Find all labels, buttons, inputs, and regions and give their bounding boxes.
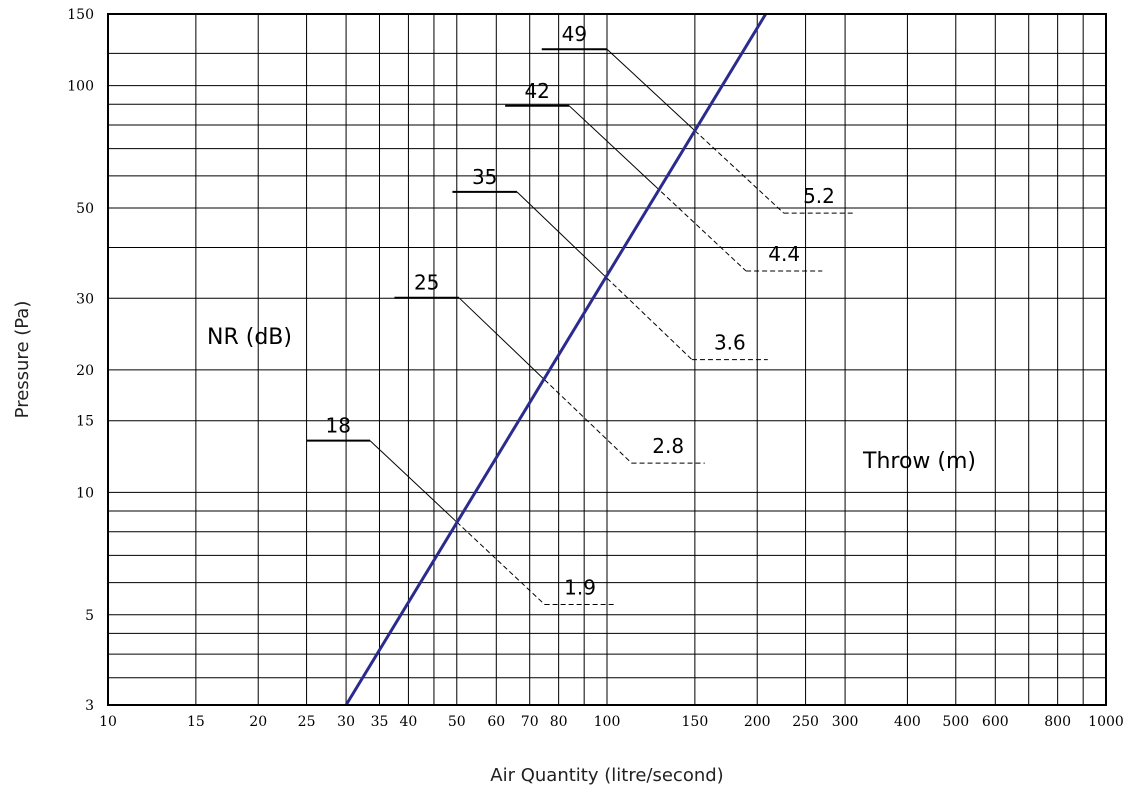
y-tick-label: 5	[85, 608, 94, 624]
x-tick-label: 70	[521, 714, 539, 730]
x-tick-label: 50	[448, 714, 466, 730]
nr-connector-solid	[568, 105, 656, 187]
throw-value-label: 2.8	[652, 434, 684, 458]
tick-labels: 10 15 20 25 30 35 40 50 60 70 80 100 150 200 250 300 400…	[67, 7, 1124, 730]
throw-connector-dashed	[694, 130, 785, 214]
x-tick-label: 25	[298, 714, 316, 730]
x-tick-label: 20	[249, 714, 267, 730]
grid-lines	[107, 13, 1107, 706]
x-tick-label: 150	[682, 714, 709, 730]
throw-value-label: 5.2	[803, 184, 835, 208]
nr-connector-solid	[369, 440, 458, 523]
nr-throw-annotations: 18 1.9 25 2.8 35 3.6 42 4.4 49 5.2	[306, 22, 855, 605]
y-tick-label: 15	[76, 414, 94, 430]
x-tick-label: 250	[792, 714, 819, 730]
nr-connector-solid	[458, 297, 546, 381]
x-tick-label: 800	[1044, 714, 1071, 730]
nr-value-label: 35	[472, 165, 497, 189]
x-tick-label: 80	[550, 714, 568, 730]
nr-value-label: 49	[562, 22, 587, 46]
throw-connector-dashed	[456, 521, 545, 605]
plot-frame	[107, 13, 1107, 706]
y-tick-label: 20	[76, 363, 94, 379]
x-tick-label: 60	[487, 714, 505, 730]
nr-value-label: 18	[326, 414, 351, 438]
y-tick-label: 30	[76, 291, 94, 307]
airflow-pressure-line	[344, 13, 767, 706]
throw-value-label: 1.9	[564, 575, 596, 599]
y-tick-label: 3	[85, 698, 94, 714]
x-tick-label: 600	[982, 714, 1009, 730]
x-axis-label: Air Quantity (litre/second)	[490, 765, 723, 786]
nr-connector-solid	[516, 191, 608, 279]
throw-value-label: 4.4	[768, 242, 800, 266]
x-tick-label: 100	[594, 714, 621, 730]
nr-connector-solid	[606, 48, 696, 132]
x-tick-label: 40	[400, 714, 418, 730]
x-tick-label: 300	[832, 714, 859, 730]
x-tick-label: 500	[942, 714, 969, 730]
y-tick-label: 100	[67, 79, 94, 95]
y-axis-label: Pressure (Pa)	[12, 301, 33, 419]
data-series	[344, 13, 767, 706]
throw-connector-dashed	[655, 185, 747, 272]
nr-value-label: 25	[414, 271, 439, 295]
throw-title: Throw (m)	[862, 449, 976, 474]
x-tick-label: 400	[894, 714, 921, 730]
nr-title: NR (dB)	[207, 325, 292, 350]
y-tick-label: 150	[67, 7, 94, 23]
throw-value-label: 3.6	[714, 331, 746, 355]
x-tick-label: 35	[371, 714, 389, 730]
x-tick-label: 30	[337, 714, 355, 730]
nr-value-label: 42	[524, 79, 549, 103]
x-tick-label: 15	[187, 714, 205, 730]
y-tick-label: 50	[76, 201, 94, 217]
x-tick-label: 10	[99, 714, 117, 730]
x-tick-label: 1000	[1088, 714, 1124, 730]
x-tick-label: 200	[744, 714, 771, 730]
throw-connector-dashed	[606, 277, 693, 360]
throw-connector-dashed	[544, 379, 632, 464]
y-tick-label: 10	[76, 485, 94, 501]
